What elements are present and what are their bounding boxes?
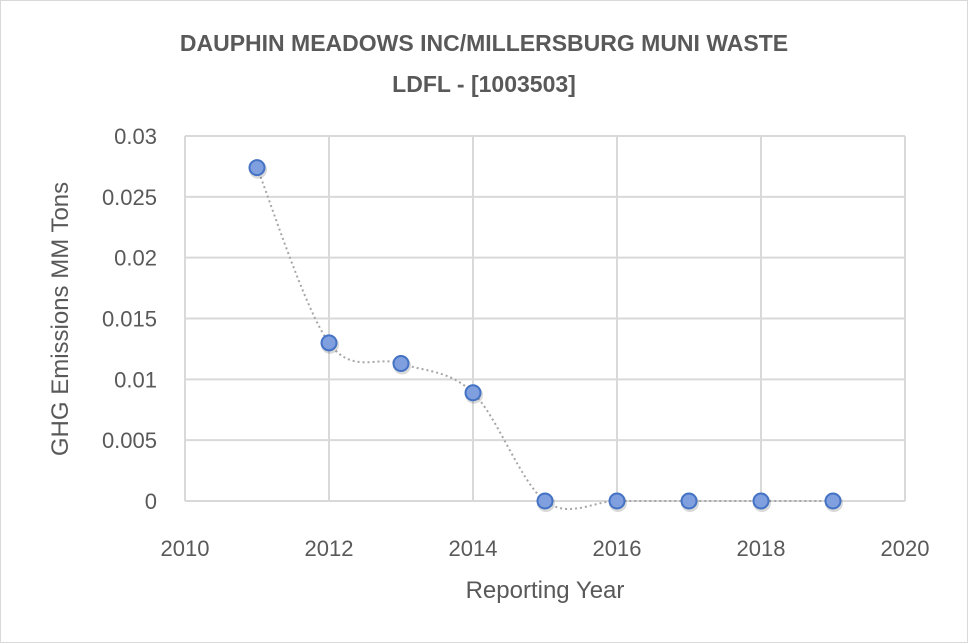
- x-axis-label: Reporting Year: [466, 577, 625, 604]
- x-tick-label: 2018: [737, 536, 786, 561]
- data-point: [464, 384, 482, 402]
- chart-title-line1: DAUPHIN MEADOWS INC/MILLERSBURG MUNI WAS…: [179, 30, 789, 56]
- y-tick-label: 0.025: [102, 185, 157, 210]
- data-point: [752, 492, 770, 510]
- y-axis-label: GHG Emissions MM Tons: [47, 182, 74, 456]
- data-point: [320, 334, 338, 352]
- series-line: [256, 167, 833, 510]
- data-point: [392, 355, 410, 373]
- x-tick-label: 2010: [161, 536, 210, 561]
- x-tick-label: 2012: [305, 536, 354, 561]
- x-tick-label: 2016: [593, 536, 642, 561]
- y-tick-label: 0.015: [102, 307, 157, 332]
- data-point: [608, 492, 626, 510]
- x-tick-label: 2014: [449, 536, 498, 561]
- y-tick-label: 0.01: [114, 367, 157, 392]
- data-point: [536, 492, 554, 510]
- data-point: [680, 492, 698, 510]
- y-tick-label: 0: [145, 489, 157, 514]
- data-point: [824, 492, 842, 510]
- data-point: [248, 159, 266, 177]
- y-tick-label: 0.03: [114, 124, 157, 149]
- y-tick-label: 0.02: [114, 246, 157, 271]
- y-tick-label: 0.005: [102, 428, 157, 453]
- chart-title-line2: LDFL - [1003503]: [392, 71, 576, 97]
- x-tick-label: 2020: [881, 536, 930, 561]
